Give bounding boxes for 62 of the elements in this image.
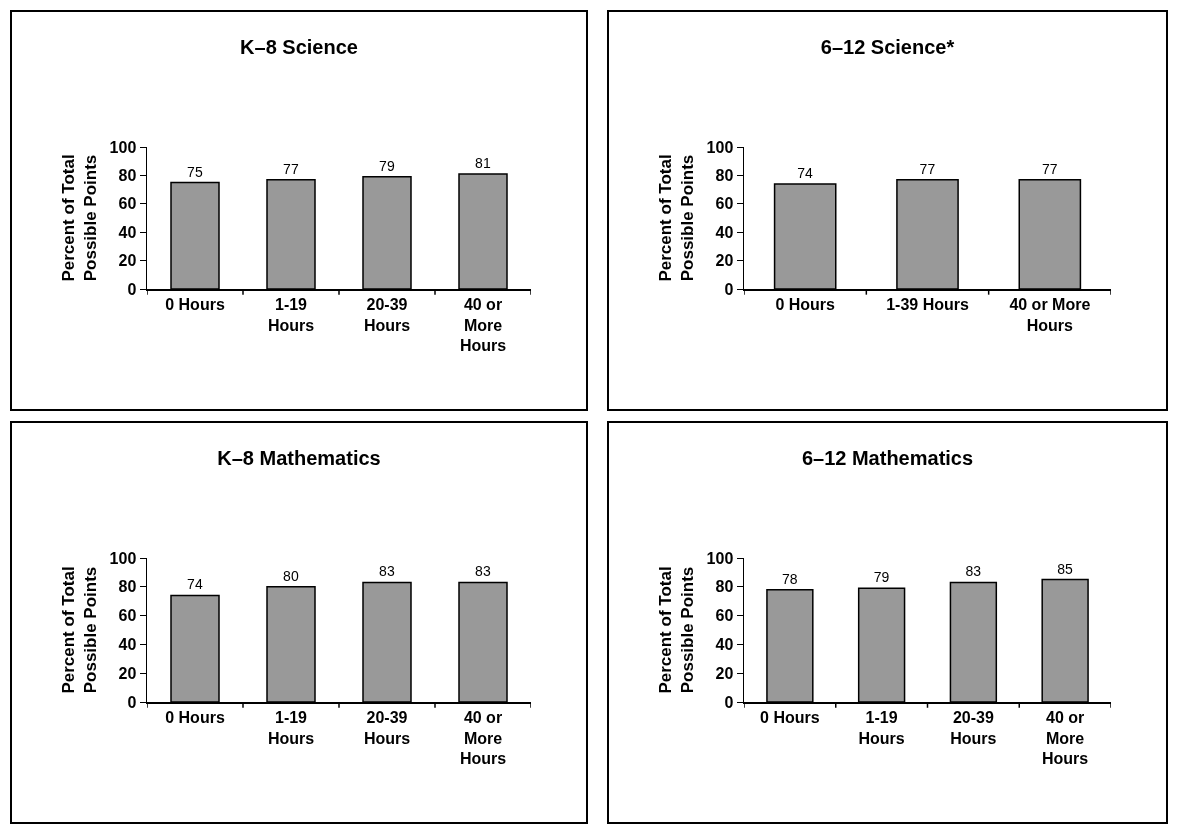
y-tick-label: 20 bbox=[715, 252, 734, 270]
chart-title: 6–12 Mathematics bbox=[801, 446, 974, 469]
y-tick-label: 60 bbox=[118, 607, 137, 625]
x-tick-label: 1-19 Hours bbox=[267, 708, 315, 747]
x-tick-label: 0 Hours bbox=[760, 708, 820, 726]
y-tick-label: 100 bbox=[706, 549, 734, 567]
y-tick-label: 80 bbox=[715, 167, 734, 184]
x-tick-label: 20-39 Hours bbox=[950, 708, 997, 747]
y-tick-label: 0 bbox=[724, 280, 734, 298]
x-tick-label: 1-19 Hours bbox=[267, 295, 315, 334]
y-tick-label: 80 bbox=[118, 167, 137, 184]
data-label: 83 bbox=[379, 563, 395, 580]
chart-title: K–8 Science bbox=[240, 35, 358, 58]
x-tick-label: 0 Hours bbox=[775, 295, 836, 313]
y-tick-label: 100 bbox=[109, 549, 137, 567]
y-tick-label: 40 bbox=[118, 223, 137, 241]
y-tick-label: 20 bbox=[715, 664, 734, 682]
y-tick-label: 0 bbox=[724, 693, 734, 711]
data-label: 81 bbox=[475, 154, 491, 171]
data-label: 74 bbox=[187, 576, 203, 593]
data-label: 83 bbox=[965, 563, 982, 580]
y-tick-label: 100 bbox=[109, 138, 137, 156]
data-label: 77 bbox=[283, 160, 299, 177]
chart-title: 6–12 Science* bbox=[820, 35, 955, 58]
y-tick-label: 40 bbox=[715, 223, 734, 241]
data-label: 79 bbox=[873, 569, 890, 586]
x-tick-label: 20-39 Hours bbox=[363, 295, 411, 334]
y-tick-label: 0 bbox=[127, 280, 137, 298]
x-tick-label: 0 Hours bbox=[165, 295, 225, 313]
x-tick-label: 40 or More Hours bbox=[1042, 708, 1089, 768]
x-tick-label: 1-19 Hours bbox=[858, 708, 905, 747]
x-tick-label: 40 or More Hours bbox=[1009, 295, 1091, 334]
x-tick-label: 1-39 Hours bbox=[886, 295, 969, 313]
data-label: 74 bbox=[797, 164, 814, 181]
x-tick-label: 0 Hours bbox=[165, 708, 225, 726]
x-tick-label: 40 or More Hours bbox=[459, 708, 507, 768]
data-label: 77 bbox=[919, 160, 936, 177]
data-label: 77 bbox=[1041, 160, 1058, 177]
data-label: 79 bbox=[379, 157, 395, 174]
chart-title: K–8 Mathematics bbox=[217, 446, 381, 469]
data-label: 78 bbox=[781, 570, 798, 587]
y-axis-title: Percent of Total Possible Points bbox=[656, 154, 698, 282]
y-tick-label: 80 bbox=[715, 578, 734, 596]
y-tick-label: 20 bbox=[118, 252, 137, 270]
y-tick-label: 60 bbox=[715, 195, 734, 213]
y-axis-title: Percent of Total Possible Points bbox=[59, 566, 101, 694]
data-label: 85 bbox=[1057, 560, 1074, 577]
y-tick-label: 0 bbox=[127, 693, 137, 711]
y-tick-label: 40 bbox=[118, 636, 137, 653]
y-axis-title: Percent of Total Possible Points bbox=[656, 566, 698, 694]
data-label: 80 bbox=[283, 567, 299, 584]
x-tick-label: 40 or More Hours bbox=[459, 295, 507, 355]
y-tick-label: 60 bbox=[715, 607, 734, 625]
y-axis-title: Percent of Total Possible Points bbox=[59, 154, 101, 282]
data-label: 75 bbox=[187, 163, 203, 180]
y-tick-label: 40 bbox=[715, 636, 734, 653]
y-tick-label: 100 bbox=[706, 138, 734, 156]
y-tick-label: 60 bbox=[118, 195, 137, 213]
data-label: 83 bbox=[475, 563, 491, 580]
y-tick-label: 20 bbox=[118, 664, 137, 682]
x-tick-label: 20-39 Hours bbox=[363, 708, 411, 747]
y-tick-label: 80 bbox=[118, 578, 137, 596]
